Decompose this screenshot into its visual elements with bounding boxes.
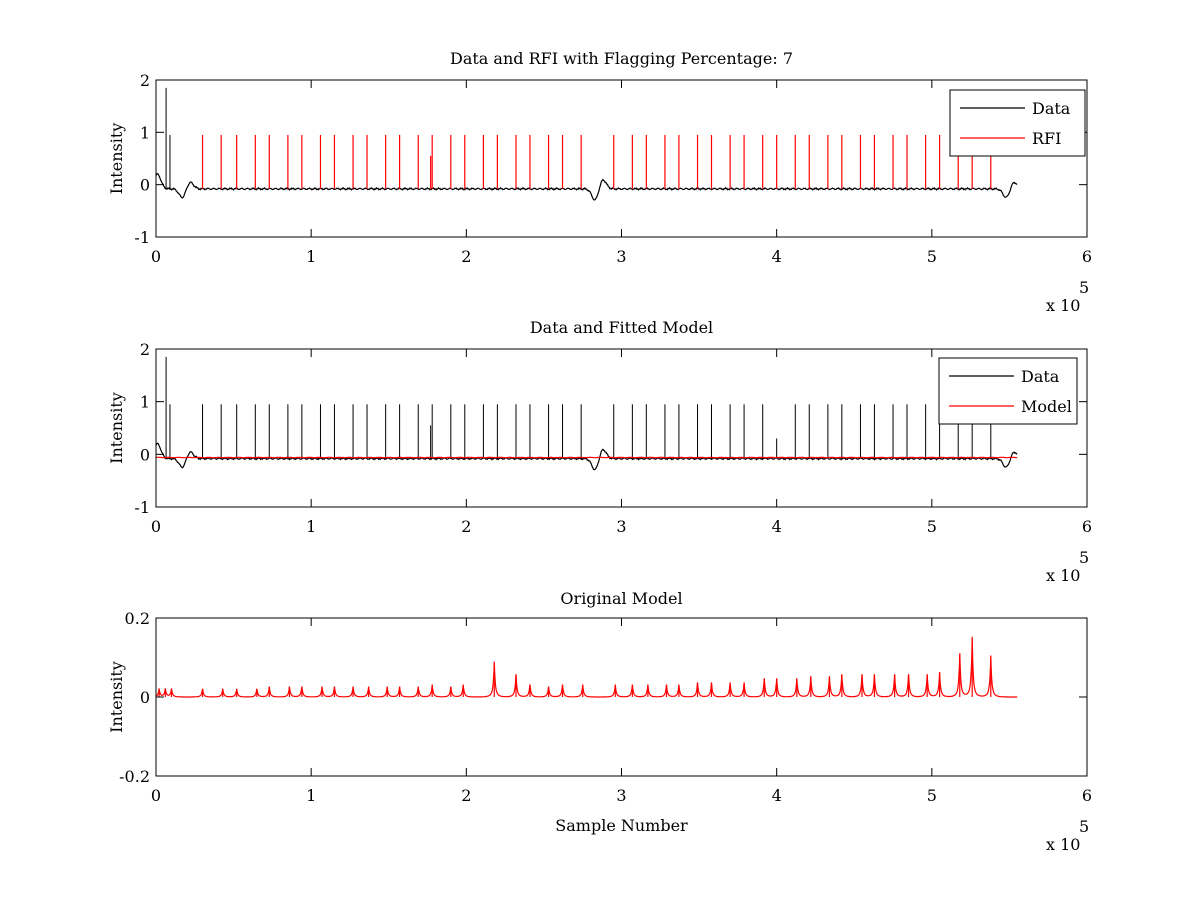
x-tick-label: 0 [151, 517, 161, 536]
chart-title: Original Model [560, 589, 682, 608]
x-axis-multiplier: x 10 [1046, 566, 1080, 585]
x-tick-label: 0 [151, 247, 161, 266]
x-tick-label: 3 [616, 786, 626, 805]
y-tick-label: 0 [140, 176, 150, 195]
legend: Data RFI [950, 90, 1085, 156]
y-tick-label: 2 [140, 71, 150, 90]
x-tick-label: 2 [461, 247, 471, 266]
x-tick-label: 2 [461, 517, 471, 536]
x-tick-label: 5 [927, 247, 937, 266]
x-tick-label: 6 [1082, 517, 1092, 536]
y-tick-label: 0 [140, 445, 150, 464]
x-axis-label: Sample Number [555, 816, 688, 835]
x-tick-label: 5 [927, 517, 937, 536]
legend-label-data: Data [1021, 367, 1060, 386]
x-tick-label: 1 [306, 786, 316, 805]
legend-label-rfi: RFI [1032, 129, 1061, 148]
y-tick-label: -1 [134, 228, 150, 247]
x-tick-label: 6 [1082, 247, 1092, 266]
y-tick-label: 1 [140, 123, 150, 142]
figure-canvas: 0 1 2 3 4 5 6-1012Data and RFI with Flagging P… [0, 0, 1200, 900]
legend-label-model: Model [1021, 397, 1072, 416]
chart-title: Data and RFI with Flagging Percentage: 7 [450, 49, 793, 68]
x-tick-label: 3 [616, 247, 626, 266]
y-tick-label: 1 [140, 393, 150, 412]
x-tick-label: 4 [772, 247, 782, 266]
y-tick-label: 0.2 [125, 609, 150, 628]
x-tick-label: 6 [1082, 786, 1092, 805]
x-tick-label: 1 [306, 247, 316, 266]
x-tick-label: 5 [927, 786, 937, 805]
x-axis-multiplier-exponent: 5 [1079, 817, 1089, 836]
x-tick-label: 4 [772, 786, 782, 805]
y-axis-label: Intensity [107, 392, 126, 464]
x-axis-multiplier: x 10 [1046, 296, 1080, 315]
y-tick-label: 0 [140, 688, 150, 707]
legend-label-data: Data [1032, 99, 1071, 118]
x-tick-label: 0 [151, 786, 161, 805]
legend: Data Model [939, 358, 1077, 424]
y-axis-label: Intensity [107, 123, 126, 195]
y-tick-label: 2 [140, 340, 150, 359]
y-tick-label: -0.2 [119, 767, 150, 786]
x-tick-label: 2 [461, 786, 471, 805]
x-tick-label: 4 [772, 517, 782, 536]
y-axis-label: Intensity [107, 661, 126, 733]
x-tick-label: 3 [616, 517, 626, 536]
x-axis-multiplier-exponent: 5 [1079, 278, 1089, 297]
x-axis-multiplier-exponent: 5 [1079, 548, 1089, 567]
x-axis-multiplier: x 10 [1046, 835, 1080, 854]
x-tick-label: 1 [306, 517, 316, 536]
y-tick-label: -1 [134, 498, 150, 517]
chart-title: Data and Fitted Model [530, 318, 713, 337]
